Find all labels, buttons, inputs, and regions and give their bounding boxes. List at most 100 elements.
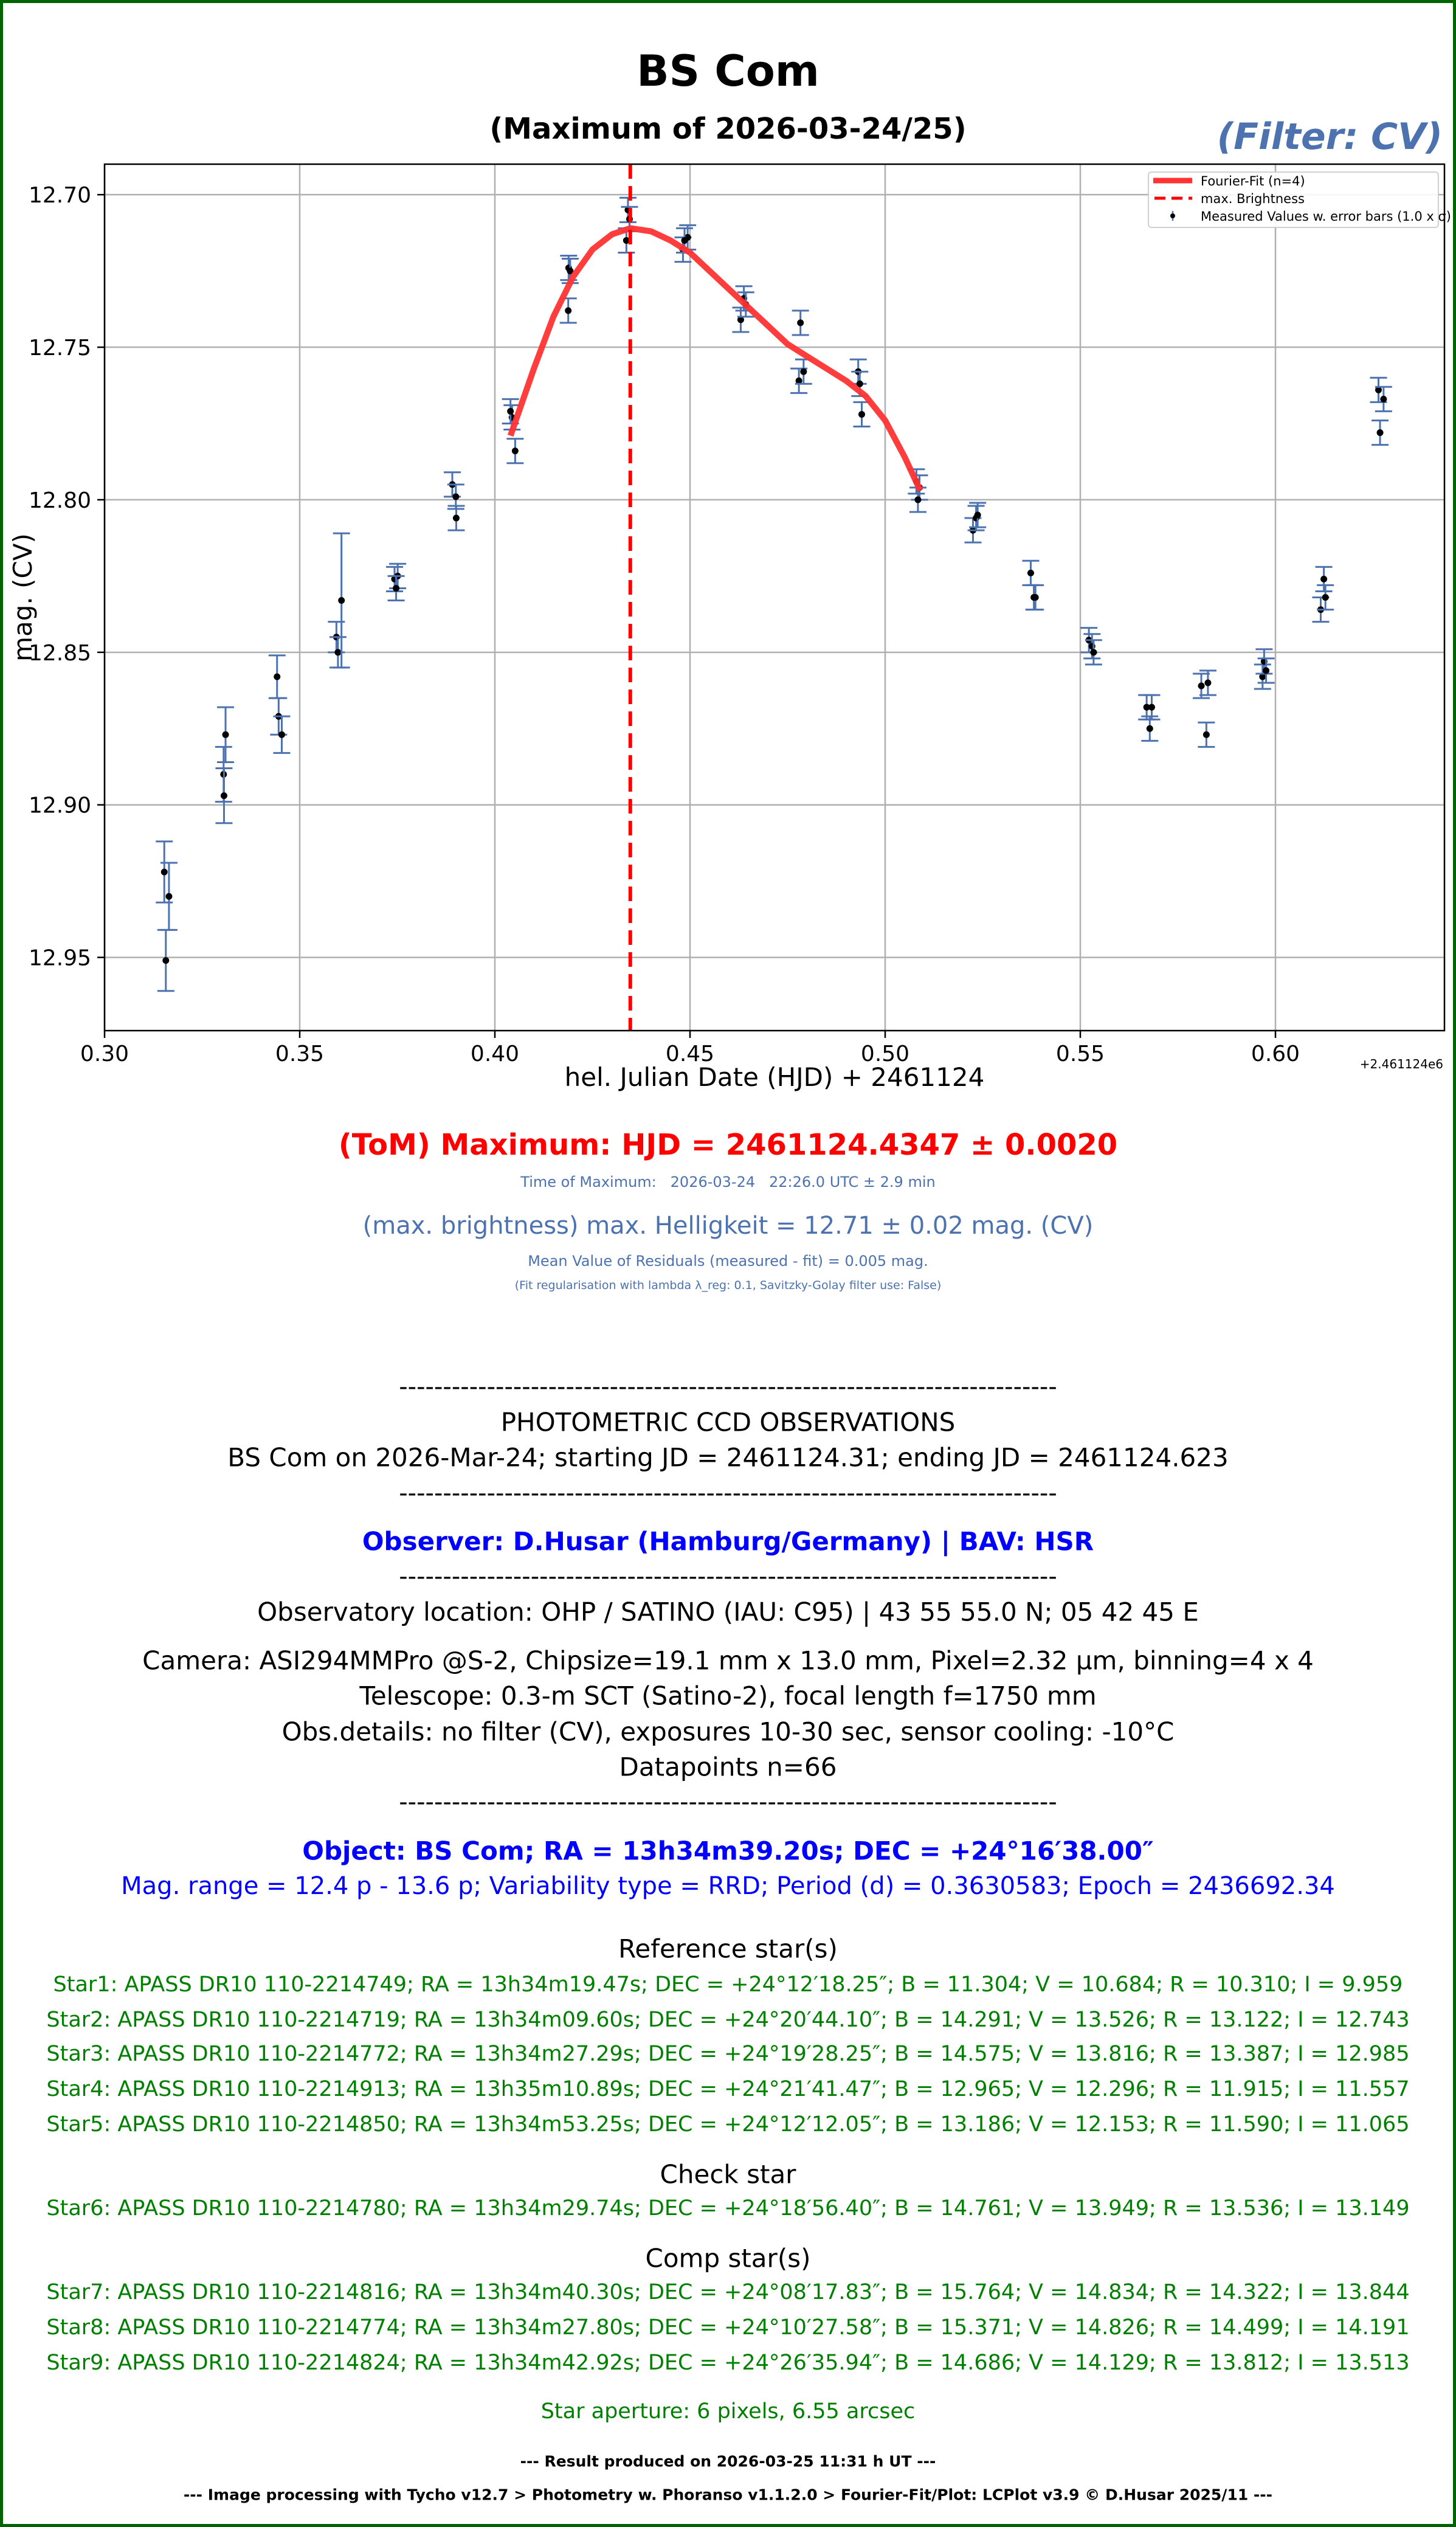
data-point bbox=[162, 957, 170, 964]
observatory-location: Observatory location: OHP / SATINO (IAU:… bbox=[257, 1597, 1199, 1627]
legend-entry: Fourier-Fit (n=4) bbox=[1201, 174, 1305, 188]
data-point bbox=[1032, 594, 1039, 601]
data-point bbox=[507, 407, 514, 415]
separator: ----------------------------------------… bbox=[399, 1373, 1057, 1401]
max-brightness-result: (max. brightness) max. Helligkeit = 12.7… bbox=[362, 1212, 1094, 1240]
x-axis-label: hel. Julian Date (HJD) + 2461124 bbox=[565, 1062, 985, 1092]
time-of-maximum-utc: Time of Maximum: 2026-03-24 22:26.0 UTC … bbox=[520, 1174, 936, 1191]
reference-stars-heading: Reference star(s) bbox=[618, 1934, 838, 1964]
fourier-fit-curve bbox=[507, 225, 923, 492]
x-offset-label: +2.461124e6 bbox=[1360, 1057, 1443, 1071]
data-point bbox=[858, 410, 865, 418]
star-aperture: Star aperture: 6 pixels, 6.55 arcsec bbox=[540, 2399, 916, 2424]
y-axis-label: mag. (CV) bbox=[8, 533, 38, 662]
variability-info: Mag. range = 12.4 p - 13.6 p; Variabilit… bbox=[121, 1872, 1335, 1900]
time-of-maximum-result: (ToM) Maximum: HJD = 2461124.4347 ± 0.00… bbox=[338, 1128, 1118, 1162]
data-point bbox=[452, 514, 460, 522]
y-tick-label: 12.85 bbox=[29, 641, 91, 666]
data-point bbox=[737, 316, 744, 323]
data-point bbox=[1198, 682, 1205, 690]
chart-subtitle: (Maximum of 2026-03-24/25) bbox=[489, 112, 967, 146]
data-point bbox=[567, 268, 574, 275]
software-credits: --- Image processing with Tycho v12.7 > … bbox=[183, 2486, 1273, 2504]
comp-stars-heading: Comp star(s) bbox=[645, 2243, 811, 2273]
y-tick-label: 12.70 bbox=[29, 183, 91, 208]
residuals-result: Mean Value of Residuals (measured - fit)… bbox=[528, 1253, 928, 1270]
data-point bbox=[856, 380, 863, 387]
reference-star: Star3: APASS DR10 110-2214772; RA = 13h3… bbox=[46, 2042, 1410, 2066]
plot-frame bbox=[103, 163, 1446, 1032]
data-point bbox=[222, 731, 229, 738]
data-point bbox=[1320, 575, 1328, 582]
light-curve-chart: 0.30 0.35 0.40 0.45 0.50 0.55 0.60 12.70 12.75 12… bbox=[8, 163, 1451, 1092]
observations-heading: PHOTOMETRIC CCD OBSERVATIONS bbox=[500, 1407, 956, 1437]
y-tick-label: 12.95 bbox=[29, 946, 91, 971]
data-point bbox=[1322, 594, 1329, 601]
session-info: BS Com on 2026-Mar-24; starting JD = 246… bbox=[227, 1442, 1229, 1473]
x-tick-label: 0.55 bbox=[1056, 1042, 1105, 1066]
data-point bbox=[1148, 703, 1155, 711]
filter-label: (Filter: CV) bbox=[1216, 116, 1443, 158]
y-tick-label: 12.80 bbox=[29, 488, 91, 513]
y-tick-label: 12.75 bbox=[29, 336, 91, 361]
data-point bbox=[1375, 386, 1382, 393]
data-point bbox=[160, 868, 168, 876]
separator: ----------------------------------------… bbox=[399, 1563, 1057, 1591]
data-point bbox=[452, 493, 460, 500]
x-tick-label: 0.30 bbox=[80, 1042, 129, 1066]
data-point bbox=[1027, 569, 1034, 576]
data-point bbox=[511, 448, 519, 455]
plot-area bbox=[105, 164, 1444, 1031]
observer-info: Observer: D.Husar (Hamburg/Germany) | BA… bbox=[362, 1526, 1094, 1557]
object-info: Object: BS Com; RA = 13h34m39.20s; DEC =… bbox=[302, 1836, 1154, 1866]
y-tick-label: 12.90 bbox=[29, 793, 91, 818]
data-point bbox=[1202, 731, 1210, 738]
separator: ----------------------------------------… bbox=[399, 1788, 1057, 1816]
comp-star: Star7: APASS DR10 110-2214816; RA = 13h3… bbox=[46, 2280, 1410, 2304]
comp-star: Star9: APASS DR10 110-2214824; RA = 13h3… bbox=[46, 2351, 1410, 2375]
data-point bbox=[681, 237, 688, 244]
data-point bbox=[1376, 429, 1384, 437]
obs-details: Obs.details: no filter (CV), exposures 1… bbox=[281, 1716, 1175, 1747]
data-point bbox=[800, 368, 807, 375]
check-star: Star6: APASS DR10 110-2214780; RA = 13h3… bbox=[46, 2196, 1410, 2221]
regularisation-note: (Fit regularisation with lambda λ_reg: 0… bbox=[514, 1279, 942, 1292]
data-point bbox=[1259, 673, 1266, 680]
data-point bbox=[795, 377, 802, 384]
legend-point-swatch bbox=[1170, 213, 1175, 218]
data-point bbox=[974, 511, 981, 519]
data-point bbox=[393, 584, 400, 592]
result-timestamp: --- Result produced on 2026-03-25 11:31 … bbox=[520, 2452, 936, 2470]
data-point bbox=[1143, 703, 1150, 711]
data-point bbox=[334, 649, 342, 656]
data-point bbox=[565, 307, 572, 314]
data-point bbox=[1090, 649, 1097, 656]
reference-star: Star2: APASS DR10 110-2214719; RA = 13h3… bbox=[46, 2008, 1410, 2032]
reference-star: Star4: APASS DR10 110-2214913; RA = 13h3… bbox=[46, 2077, 1410, 2101]
x-tick-label: 0.60 bbox=[1251, 1042, 1300, 1066]
comp-star: Star8: APASS DR10 110-2214774; RA = 13h3… bbox=[46, 2315, 1410, 2340]
legend-entry: Measured Values w. error bars (1.0 x σ) bbox=[1201, 209, 1451, 224]
data-point bbox=[1380, 395, 1387, 403]
data-point bbox=[165, 893, 173, 900]
telescope-info: Telescope: 0.3-m SCT (Satino-2), focal l… bbox=[359, 1681, 1097, 1711]
datapoints-count: Datapoints n=66 bbox=[619, 1752, 837, 1782]
x-tick-label: 0.45 bbox=[666, 1042, 714, 1066]
data-point bbox=[220, 792, 227, 800]
data-point bbox=[914, 496, 922, 503]
camera-info: Camera: ASI294MMPro @S-2, Chipsize=19.1 … bbox=[142, 1645, 1314, 1676]
data-point bbox=[1263, 667, 1270, 674]
data-point bbox=[623, 237, 630, 244]
x-tick-label: 0.50 bbox=[861, 1042, 909, 1066]
data-point bbox=[797, 319, 804, 327]
data-point bbox=[278, 731, 285, 738]
reference-star: Star5: APASS DR10 110-2214850; RA = 13h3… bbox=[46, 2112, 1410, 2137]
separator: ----------------------------------------… bbox=[399, 1479, 1057, 1507]
x-tick-label: 0.35 bbox=[275, 1042, 324, 1066]
x-tick-label: 0.40 bbox=[471, 1042, 519, 1066]
reference-star: Star1: APASS DR10 110-2214749; RA = 13h3… bbox=[53, 1972, 1403, 1997]
legend-entry: max. Brightness bbox=[1201, 192, 1305, 206]
legend-box bbox=[1148, 171, 1439, 228]
data-point bbox=[1204, 679, 1212, 686]
